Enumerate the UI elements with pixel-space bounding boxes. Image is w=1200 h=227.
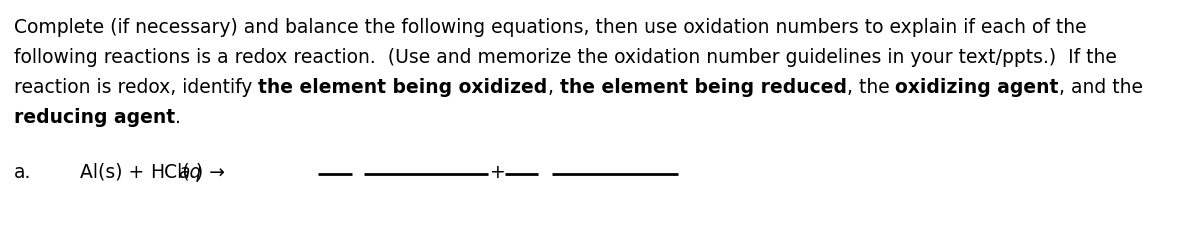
Text: the element being reduced: the element being reduced [559,78,847,96]
Text: a.: a. [14,162,31,181]
Text: ,: , [547,78,559,96]
Text: +: + [490,162,506,181]
Text: .: . [175,108,181,126]
Text: ) →: ) → [196,162,226,181]
Text: , the: , the [847,78,895,96]
Text: oxidizing agent: oxidizing agent [895,78,1058,96]
Text: the element being oxidized: the element being oxidized [258,78,547,96]
Text: reaction is redox, identify: reaction is redox, identify [14,78,258,96]
Text: reducing agent: reducing agent [14,108,175,126]
Text: Al(s) +: Al(s) + [80,162,144,181]
Text: following reactions is a redox reaction.  (Use and memorize the oxidation number: following reactions is a redox reaction.… [14,48,1117,67]
Text: HCl(: HCl( [150,162,190,181]
Text: , and the: , and the [1058,78,1142,96]
Text: Complete (if necessary) and balance the following equations, then use oxidation : Complete (if necessary) and balance the … [14,18,1087,37]
Text: aq: aq [178,162,202,181]
